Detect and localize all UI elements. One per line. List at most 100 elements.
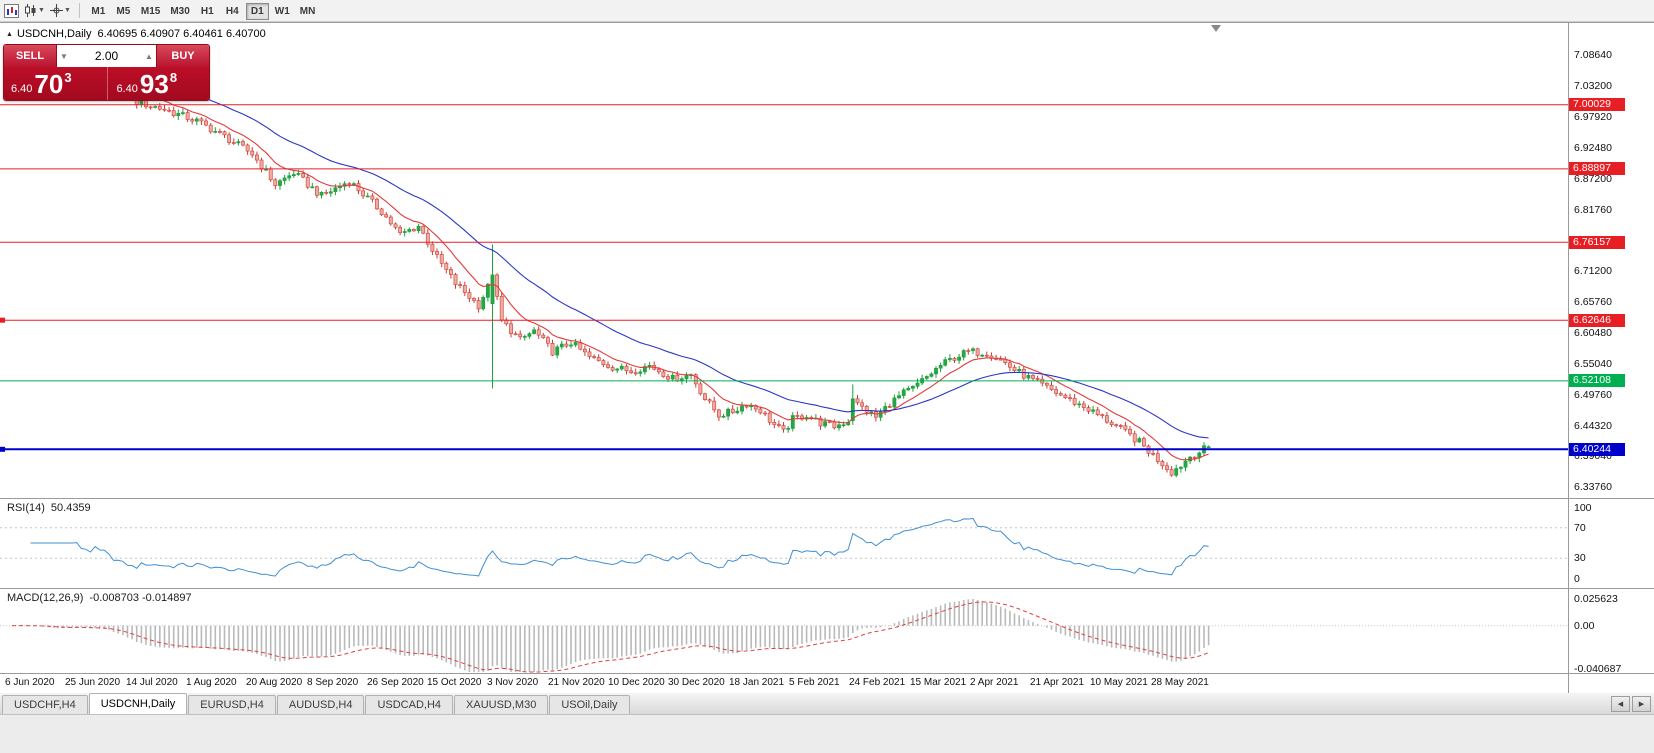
rsi-plot[interactable] <box>0 499 1568 588</box>
crosshair-tool-button[interactable]: ▼ <box>48 2 73 20</box>
toolbar: ▼ ▼ M1 M5 M15 M30 H1 H4 D1 W1 MN <box>0 0 1654 22</box>
timeframe-button-h4[interactable]: H4 <box>225 6 239 17</box>
date-axis-label: 14 Jul 2020 <box>126 677 178 688</box>
price-axis-label: 6.33760 <box>1574 480 1612 493</box>
price-line-badge: 6.76157 <box>1569 235 1625 249</box>
rsi-axis-label: 70 <box>1574 521 1586 534</box>
price-line-badge: 6.62646 <box>1569 313 1625 327</box>
date-axis-label: 3 Nov 2020 <box>487 677 539 688</box>
price-axis-label: 7.08640 <box>1574 49 1612 62</box>
date-axis-label: 18 Jan 2021 <box>729 677 785 688</box>
macd-label: MACD(12,26,9) -0.008703 -0.014897 <box>7 592 192 604</box>
price-axis[interactable]: 7.08640 7.03200 6.97920 6.92480 6.87200 6.817… <box>1569 23 1654 693</box>
chart-tab-bar: USDCHF,H4 USDCNH,Daily EURUSD,H4 AUDUSD,H4 U… <box>0 692 1654 714</box>
date-axis-label: 15 Oct 2020 <box>427 677 482 688</box>
chart-window-icon[interactable] <box>2 2 21 20</box>
tab-usdchf-h4[interactable]: USDCHF,H4 <box>2 695 88 714</box>
price-axis-label: 6.65760 <box>1574 296 1612 309</box>
sell-price-sup: 3 <box>64 70 72 85</box>
volume-value[interactable]: 2.00 <box>94 49 119 63</box>
price-line-badge: 6.88897 <box>1569 162 1625 176</box>
tab-audusd-h4[interactable]: AUDUSD,H4 <box>276 695 365 714</box>
rsi-value: 50.4359 <box>50 502 91 514</box>
timeframe-toolbar: M1 M5 M15 M30 H1 H4 D1 W1 MN <box>86 1 320 20</box>
timeframe-button-mn[interactable]: MN <box>299 6 316 17</box>
price-axis-label: 6.60480 <box>1574 326 1612 339</box>
candlestick-tool-button[interactable]: ▼ <box>22 2 47 20</box>
date-axis-label: 10 May 2021 <box>1090 677 1148 688</box>
sell-button[interactable]: SELL <box>4 45 56 67</box>
date-axis-label: 1 Aug 2020 <box>186 677 237 688</box>
oneclick-toggle-icon[interactable]: ▲ <box>6 31 13 38</box>
macd-axis-label: -0.040687 <box>1574 662 1622 675</box>
main-chart-plot[interactable] <box>0 23 1568 498</box>
rsi-axis-label: 30 <box>1574 552 1586 565</box>
timeframe-button-m15[interactable]: M15 <box>140 6 161 17</box>
volume-decrease-icon[interactable]: ▼ <box>60 51 68 61</box>
date-axis-label: 6 Jun 2020 <box>5 677 55 688</box>
buy-button[interactable]: BUY <box>157 45 209 67</box>
tab-scroll-right-icon[interactable]: ▶ <box>1632 696 1651 712</box>
price-axis-label: 7.03200 <box>1574 80 1612 93</box>
rsi-panel: RSI(14) 50.4359 <box>0 499 1654 588</box>
chart-window-icon-glyph <box>4 3 19 18</box>
price-axis-label: 6.49760 <box>1574 388 1612 401</box>
price-axis-label: 6.71200 <box>1574 264 1612 277</box>
status-bar <box>0 714 1654 753</box>
crosshair-icon <box>49 4 63 17</box>
date-axis-label: 24 Feb 2021 <box>849 677 906 688</box>
date-axis-label: 21 Apr 2021 <box>1030 677 1084 688</box>
panel-splitter[interactable] <box>0 498 1654 499</box>
tab-xauusd-m30[interactable]: XAUUSD,M30 <box>454 695 549 714</box>
date-axis-label: 25 Jun 2020 <box>65 677 121 688</box>
rsi-axis-label: 100 <box>1574 502 1592 514</box>
date-axis[interactable]: 6 Jun 2020 25 Jun 2020 14 Jul 2020 1 Aug 20… <box>0 674 1654 693</box>
date-axis-label: 5 Feb 2021 <box>789 677 840 688</box>
timeframe-button-d1[interactable]: D1 <box>245 3 269 20</box>
date-axis-label: 10 Dec 2020 <box>608 677 665 688</box>
date-axis-label: 2 Apr 2021 <box>970 677 1019 688</box>
date-axis-label: 21 Nov 2020 <box>548 677 605 688</box>
volume-increase-icon[interactable]: ▲ <box>145 51 153 61</box>
date-axis-label: 26 Sep 2020 <box>367 677 424 688</box>
sell-price-big: 70 <box>34 68 64 99</box>
price-axis-separator <box>1568 23 1569 693</box>
buy-price-sup: 8 <box>169 70 178 85</box>
macd-values: -0.008703 -0.014897 <box>89 592 192 604</box>
tab-usdcad-h4[interactable]: USDCAD,H4 <box>365 695 454 714</box>
price-line-badge: 6.52108 <box>1569 374 1625 388</box>
tab-scroll-left-icon[interactable]: ◀ <box>1611 696 1630 712</box>
volume-spinner[interactable]: ▼ 2.00 ▲ <box>56 45 157 67</box>
macd-axis-label: 0.025623 <box>1574 592 1618 605</box>
price-axis-label: 6.55040 <box>1574 358 1612 370</box>
price-line-badge: 6.40244 <box>1569 442 1625 456</box>
chart-window: ▲ USDCNH,Daily 6.40695 6.40907 6.40461 6.4… <box>0 22 1654 693</box>
buy-price-big: 93 <box>139 68 169 99</box>
rsi-label: RSI(14) 50.4359 <box>7 502 91 514</box>
tab-usoil-daily[interactable]: USOil,Daily <box>549 695 630 714</box>
tab-eurusd-h4[interactable]: EURUSD,H4 <box>188 695 276 714</box>
date-axis-separator <box>0 673 1654 674</box>
timeframe-button-h1[interactable]: H1 <box>200 6 214 17</box>
symbol-period-label: USDCNH,Daily <box>16 28 92 40</box>
timeframe-button-m1[interactable]: M1 <box>91 6 106 17</box>
panel-splitter[interactable] <box>0 588 1654 589</box>
price-axis-label: 6.81760 <box>1574 204 1612 216</box>
one-click-trading-panel: SELL ▼ 2.00 ▲ BUY 6.40 70 3 6.40 <box>3 44 210 101</box>
toolbar-separator <box>78 3 80 18</box>
macd-panel: MACD(12,26,9) -0.008703 -0.014897 <box>0 589 1654 673</box>
bid-ask-display: 6.40 70 3 6.40 93 8 <box>4 67 209 100</box>
buy-price[interactable]: 6.40 93 8 <box>106 67 210 100</box>
price-axis-label: 6.44320 <box>1574 419 1612 432</box>
rsi-axis-label: 0 <box>1574 572 1580 585</box>
timeframe-button-w1[interactable]: W1 <box>274 6 290 17</box>
tab-usdcnh-daily[interactable]: USDCNH,Daily <box>88 693 188 714</box>
macd-plot[interactable] <box>0 589 1568 673</box>
timeframe-button-m5[interactable]: M5 <box>116 6 131 17</box>
rsi-title: RSI(14) <box>7 502 45 514</box>
date-axis-label: 8 Sep 2020 <box>307 677 359 688</box>
timeframe-button-m30[interactable]: M30 <box>170 6 190 17</box>
macd-axis-label: 0.00 <box>1574 619 1595 632</box>
sell-price[interactable]: 6.40 70 3 <box>4 67 107 100</box>
